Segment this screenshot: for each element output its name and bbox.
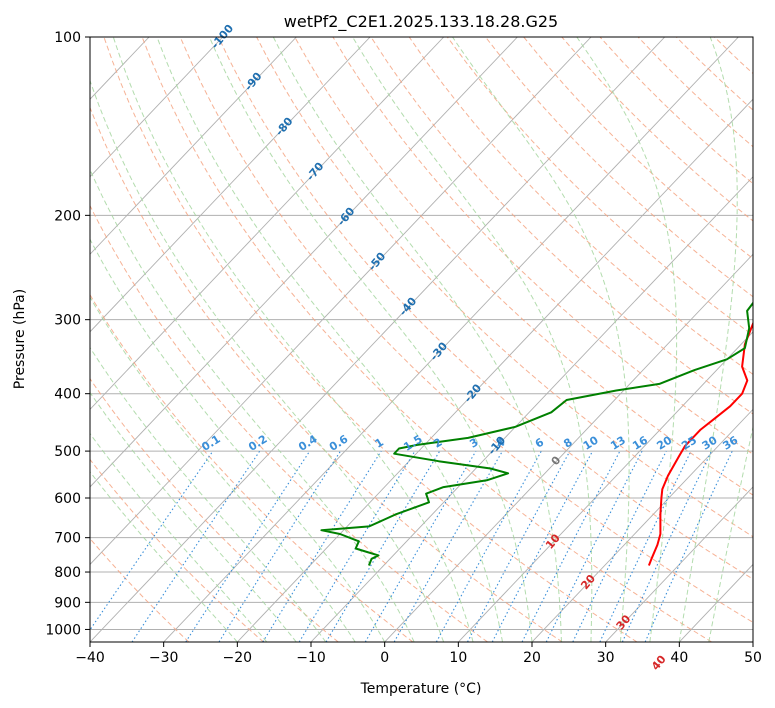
x-tick-label: −40 — [75, 650, 105, 666]
dry-adiabat — [217, 37, 753, 580]
y-tick-label: 300 — [54, 313, 81, 329]
isotherm-line — [531, 408, 753, 642]
isotherm-line — [90, 37, 371, 333]
moist-adiabat — [90, 470, 238, 642]
y-tick-label: 100 — [54, 30, 81, 46]
moist-adiabat — [576, 37, 678, 642]
isotherm-line — [310, 176, 753, 642]
mixing-ratio-line — [393, 450, 503, 642]
isotherm-line — [90, 37, 224, 178]
mixing-ratio-line — [185, 450, 311, 642]
moist-adiabat — [708, 424, 753, 642]
isotherm-line — [90, 37, 297, 255]
y-tick-label: 900 — [54, 595, 81, 611]
mixing-ratio-line — [90, 450, 214, 631]
dry-adiabat — [294, 37, 753, 496]
mixing-ratio-line — [435, 450, 542, 642]
x-axis-label: Temperature (°C) — [360, 681, 482, 697]
isotherm-line — [90, 37, 592, 566]
isotherm-line — [237, 98, 753, 642]
x-tick-label: 0 — [380, 650, 389, 666]
dry-adiabat — [90, 458, 264, 642]
mixing-ratio-line — [262, 450, 382, 642]
profile-series — [320, 301, 753, 566]
y-tick-label: 200 — [54, 208, 81, 224]
moist-adiabat — [352, 37, 593, 642]
x-tick-label: 50 — [744, 650, 762, 666]
mixing-ratio-line — [218, 450, 341, 642]
moist-adiabat — [90, 391, 297, 642]
mixing-ratio-line — [572, 450, 667, 642]
y-tick-label: 1000 — [45, 622, 81, 638]
dry-adiabat — [90, 293, 414, 642]
moist-adiabat — [90, 168, 415, 642]
dry-adiabat — [485, 37, 753, 298]
x-tick-label: −30 — [149, 650, 179, 666]
dry-adiabat — [90, 537, 190, 642]
moist-adiabat — [90, 79, 445, 642]
isotherm-line — [90, 37, 518, 488]
mixing-ratio-line — [545, 450, 643, 642]
y-tick-label: 500 — [54, 444, 81, 460]
moist-adiabat — [208, 37, 533, 642]
moist-adiabat — [90, 238, 386, 642]
dry-adiabat — [103, 37, 638, 642]
moist-adiabat-lines — [90, 37, 753, 642]
mixing-ratio-lines — [90, 450, 733, 642]
x-tick-label: −20 — [223, 650, 253, 666]
mixing-ratio-line — [644, 450, 733, 642]
temperature-profile-line — [647, 321, 753, 566]
mixing-ratio-line — [298, 450, 416, 642]
y-tick-label: 400 — [54, 387, 81, 403]
axis-ticks: −40 −30 −20 −10 0 10 20 30 40 50 1000 900 800 700 600 5… — [45, 30, 762, 666]
mixing-ratio-line — [131, 450, 261, 642]
dry-adiabat — [408, 37, 753, 375]
y-axis-label: Pressure (hPa) — [12, 289, 28, 389]
x-tick-label: 10 — [449, 650, 467, 666]
x-tick-label: 20 — [523, 650, 541, 666]
isotherm-line — [163, 37, 739, 642]
x-tick-label: −10 — [296, 650, 326, 666]
x-tick-label: 30 — [597, 650, 615, 666]
isotherm-line — [384, 253, 753, 642]
plot-frame — [89, 36, 754, 643]
dry-adiabat — [370, 37, 753, 415]
chart-title: wetPf2_C2E1.2025.133.18.28.G25 — [284, 12, 558, 32]
moist-adiabat — [452, 37, 630, 642]
dry-adiabat — [90, 204, 488, 642]
moist-adiabat — [90, 296, 356, 642]
dry-adiabat — [141, 37, 712, 642]
y-tick-label: 800 — [54, 565, 81, 581]
dry-adiabat — [90, 106, 563, 642]
mixing-ratio-line — [467, 450, 571, 642]
moist-adiabat — [112, 37, 474, 642]
dewpoint-profile-line — [320, 301, 753, 566]
plot-area — [90, 37, 753, 642]
isotherm-line — [90, 37, 666, 642]
x-tick-label: 40 — [670, 650, 688, 666]
dry-adiabat — [179, 37, 753, 623]
moist-adiabat — [272, 37, 562, 642]
y-tick-label: 600 — [54, 491, 81, 507]
moist-adiabat — [90, 346, 327, 642]
isotherm-line — [90, 37, 445, 411]
moist-adiabat — [678, 37, 738, 642]
y-tick-label: 700 — [54, 531, 81, 547]
isotherm-line — [605, 486, 753, 642]
